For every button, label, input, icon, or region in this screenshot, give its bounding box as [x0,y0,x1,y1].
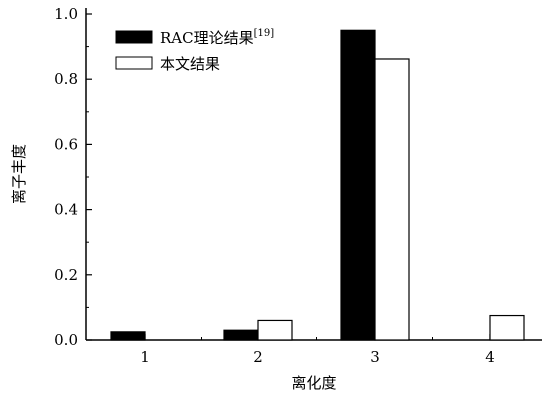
y-tick-label: 0.0 [54,331,78,349]
legend-swatch-this-work [115,56,153,70]
legend-label-rac-name: RAC理论结果 [160,29,254,47]
bar-series [110,29,525,341]
bar-rac-theory [340,29,376,341]
bar-rac-theory [223,329,259,341]
x-tick-label: 2 [253,348,263,366]
legend-label-this-work: 本文结果 [160,55,220,73]
bar-this-work [489,314,525,341]
x-tick-label: 1 [140,348,150,366]
y-axis-title: 离子丰度 [10,144,28,204]
y-axis-ticks: 0.0 0.2 0.4 0.6 0.8 1.0 [54,5,92,349]
x-tick-label: 3 [370,348,380,366]
x-tick-label: 4 [485,348,495,366]
y-tick-label: 1.0 [54,5,78,23]
x-axis-title: 离化度 [291,374,336,392]
legend: RAC理论结果[19] 本文结果 [115,28,274,73]
x-axis-ticks: 1 2 3 4 [140,334,495,366]
legend-swatch-rac [115,30,153,44]
y-tick-label: 0.2 [54,266,78,284]
bar-this-work [374,58,410,341]
bar-this-work [257,319,293,341]
y-tick-label: 0.8 [54,70,78,88]
bar-rac-theory [110,331,146,341]
y-tick-label: 0.4 [54,201,78,219]
plot-frame [85,8,542,341]
legend-label-rac-sup: [19] [254,28,275,39]
y-tick-label: 0.6 [54,135,78,153]
legend-label-rac: RAC理论结果[19] [160,28,274,47]
